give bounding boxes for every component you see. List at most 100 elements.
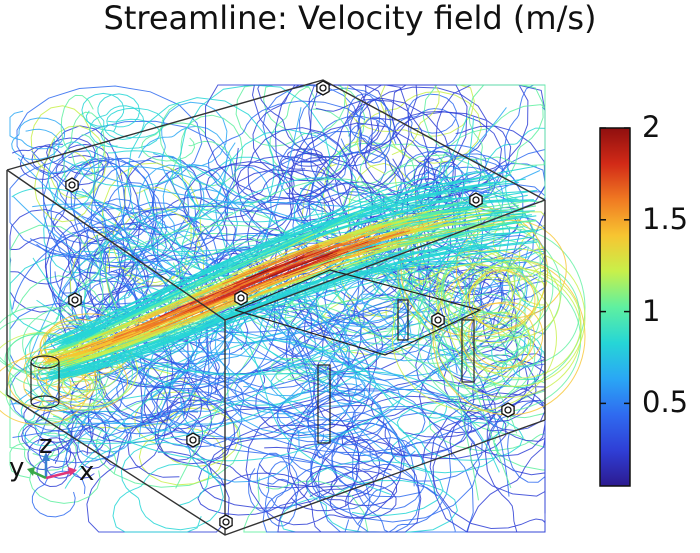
streamline-jet-segment	[170, 328, 201, 341]
colorbar-tick-label: 1.5	[642, 201, 689, 236]
streamline-jet-segment	[482, 208, 524, 212]
streamline	[182, 164, 341, 281]
streamline	[341, 379, 507, 471]
streamline-jet-segment	[421, 206, 445, 210]
streamline	[69, 378, 106, 405]
streamline-jet-segment	[492, 230, 539, 236]
streamline-jet-segment	[321, 233, 354, 246]
streamline-jet-segment	[78, 330, 108, 344]
streamline-jet-segment	[304, 257, 342, 271]
streamline-jet-segment	[410, 249, 444, 260]
streamline-jet-segment	[420, 187, 459, 197]
streamline-jet-segment	[159, 296, 191, 311]
streamline-jet-segment	[107, 336, 137, 349]
streamline-jet-segment	[474, 174, 512, 183]
streamline-jet-segment	[87, 361, 117, 372]
streamline	[235, 84, 366, 182]
streamline-jet-segment	[280, 291, 314, 305]
streamline-jet-segment	[160, 304, 191, 318]
streamline-jet-segment	[348, 240, 381, 252]
streamline-jet-segment	[144, 322, 178, 336]
mount-node-center	[222, 518, 230, 526]
streamline-jet-segment	[76, 316, 104, 330]
streamline-jet-segment	[398, 236, 439, 246]
streamline	[162, 106, 364, 320]
streamline-jet-segment	[166, 295, 197, 310]
box-back-top-edge	[6, 79, 546, 201]
streamline-jet-segment	[447, 171, 485, 179]
streamline-jet-segment	[224, 257, 256, 272]
streamline-jet-segment	[214, 320, 248, 334]
streamline-jet-segment	[190, 301, 221, 315]
streamline-jet-segment	[487, 199, 534, 202]
streamline-jet-segment	[381, 216, 414, 225]
streamline-jet-segment	[182, 289, 214, 304]
streamline-jet-segment	[372, 211, 414, 222]
streamline-jet-segment	[249, 277, 279, 291]
streamline	[205, 155, 349, 237]
streamline-jet-segment	[387, 191, 410, 202]
streamline-jet-segment	[329, 278, 359, 289]
streamline-jet-segment	[63, 357, 95, 367]
streamline-jet-segment	[79, 341, 112, 353]
streamline-jet-segment	[496, 165, 537, 174]
streamline-jet-segment	[176, 315, 207, 330]
streamline-jet-segment	[215, 316, 249, 330]
streamline-jet-segment	[104, 331, 136, 344]
streamline-jet-segment	[81, 348, 114, 360]
streamline-jet-segment	[134, 303, 164, 318]
streamline-jet-segment	[413, 224, 447, 233]
streamline-jet-segment	[325, 253, 362, 266]
streamline-jet-segment	[380, 231, 414, 242]
streamline-jet-segment	[411, 177, 448, 188]
streamline	[274, 84, 429, 273]
streamline	[11, 205, 510, 497]
streamline-jet-segment	[159, 304, 188, 318]
streamline-jet-segment	[486, 240, 535, 248]
streamline-jet-segment	[235, 277, 268, 292]
streamline-jet-segment	[81, 353, 108, 365]
triad-z-arrowhead	[42, 452, 50, 461]
streamline-jet-segment	[315, 250, 349, 264]
streamline-jet-segment	[48, 365, 82, 375]
streamline-jet-segment	[239, 300, 270, 313]
streamline-jet-segment	[408, 236, 442, 246]
streamline-jet-segment	[151, 324, 181, 338]
triad-x-axis	[45, 470, 71, 480]
streamline-jet-segment	[266, 288, 296, 302]
streamline-jet-segment	[147, 327, 177, 341]
streamline-jet-segment	[349, 223, 382, 234]
colorbar-tick-label: 2	[642, 110, 661, 144]
streamline-jet-segment	[348, 244, 374, 254]
streamline	[280, 148, 327, 170]
streamline-jet-segment	[280, 223, 313, 238]
streamline-jet-segment	[93, 347, 124, 359]
streamline-jet-segment	[256, 254, 288, 269]
streamline-jet-segment	[141, 318, 169, 332]
streamline-jet-segment	[338, 248, 369, 259]
streamline-jet-segment	[194, 270, 226, 286]
streamline-jet-segment	[138, 308, 168, 323]
streamline-jet-segment	[378, 192, 418, 206]
streamline-jet-segment	[483, 200, 529, 209]
streamline-jet-segment	[287, 233, 315, 248]
streamline-jet-segment	[194, 311, 227, 325]
streamline-jet-segment	[108, 314, 135, 328]
streamline-jet-segment	[113, 325, 145, 339]
streamline-jet-segment	[441, 251, 482, 259]
streamline-jet-segment	[376, 183, 403, 194]
streamline	[70, 157, 164, 276]
streamline-jet-segment	[171, 299, 203, 314]
streamline-jet-segment	[413, 205, 454, 213]
colorbar-tick-label: 0.5	[642, 385, 689, 420]
streamline-jet-segment	[66, 352, 92, 363]
streamline-jet-segment	[135, 324, 166, 338]
streamline	[81, 92, 145, 148]
streamline-jet-segment	[372, 238, 398, 246]
colorbar	[599, 127, 631, 487]
streamline-jet-segment	[368, 230, 405, 243]
streamline-jet-segment	[488, 215, 537, 223]
streamline-jet-segment	[52, 328, 78, 341]
streamline-jet-segment	[295, 221, 331, 236]
streamline-jet-segment	[411, 265, 446, 274]
